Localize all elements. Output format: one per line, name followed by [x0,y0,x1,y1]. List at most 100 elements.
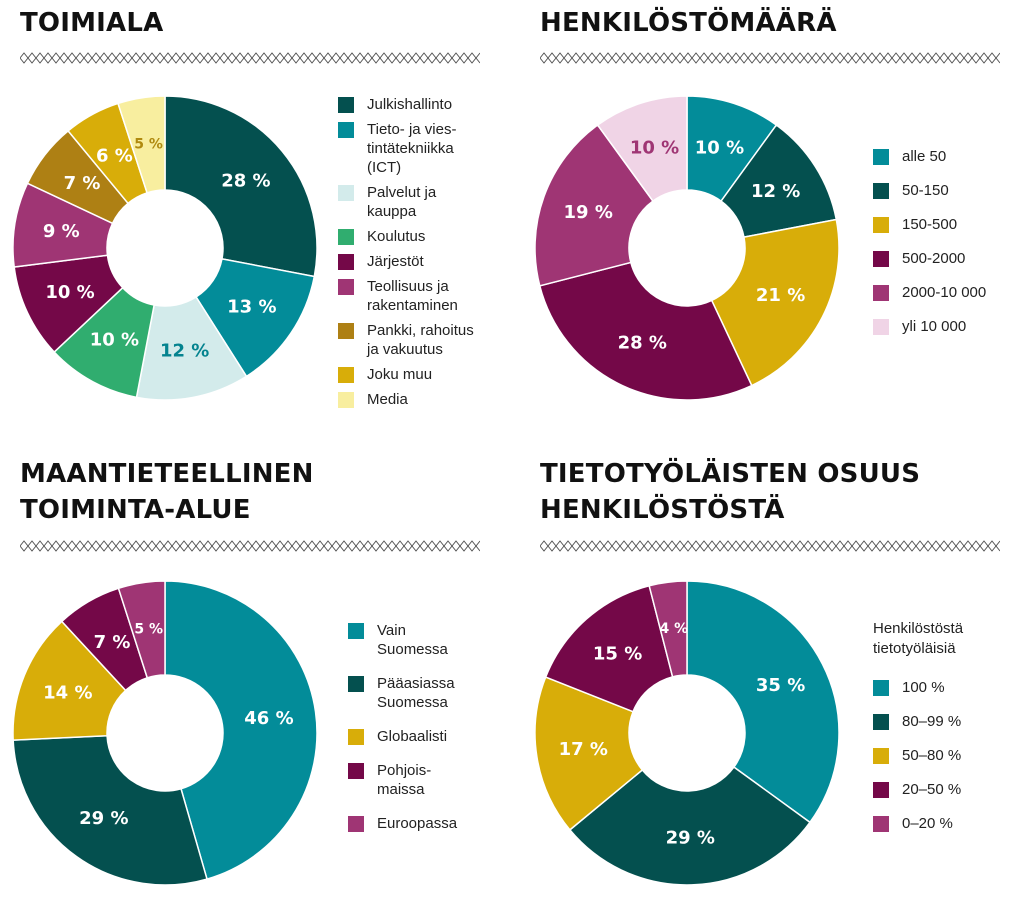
legend-swatch [873,680,889,696]
legend-item: 80–99 % [873,712,1013,731]
legend-swatch [338,254,354,270]
donut-slice [117,95,166,194]
zigzag-line [540,57,1000,64]
donut-slice [568,766,812,886]
legend-swatch [338,122,354,138]
chart-legend: Vain Suomessa Pääasiassa Suomessa Globaali… [348,621,498,848]
slice-value-label: 12 % [751,181,800,202]
legend-item: Joku muu [338,365,498,384]
legend-swatch [873,816,889,832]
slice-value-label: 10 % [90,330,139,351]
legend-swatch [348,623,364,639]
legend-item: Media [338,390,498,409]
legend-label: 2000-10 000 [902,284,987,301]
legend-item: Järjestöt [338,252,498,271]
legend-label: Globaalisti [377,728,448,745]
slice-value-label: 6 % [96,145,133,166]
legend-item: 2000-10 000 [873,283,1013,302]
legend-swatch [338,323,354,339]
legend-label: Palvelut ja kauppa [367,184,437,220]
donut-chart: 10 % 12 % 21 % 28 % 19 % 10 % [534,95,840,401]
legend-swatch [348,729,364,745]
legend-item: 50-150 [873,181,1013,200]
zigzag-line [540,540,1000,547]
slice-value-label: 7 % [64,173,101,194]
legend-item: 150-500 [873,215,1013,234]
legend-swatch [338,279,354,295]
zigzag-line [20,52,480,59]
legend-swatch [348,816,364,832]
legend-item: Vain Suomessa [348,621,498,659]
slice-value-label: 10 % [695,138,744,159]
chart-title: HENKILÖSTÖMÄÄRÄ [540,8,837,38]
legend-label: 80–99 % [902,713,962,730]
legend-label: Pankki, rahoitus ja vakuutus [367,322,474,358]
legend-swatch [873,251,889,267]
divider-decoration [20,540,480,552]
legend-swatch [873,217,889,233]
donut-slice [538,261,753,401]
chart-legend: Julkishallinto Tieto- ja vies- tintätekni… [338,95,498,415]
donut-slice [164,95,318,278]
legend-label: 50–80 % [902,747,962,764]
legend-label: 150-500 [902,216,958,233]
donut-slice [534,676,644,831]
slice-value-label: 4 % [660,621,689,637]
legend-swatch [338,392,354,408]
legend-swatch [348,763,364,779]
divider-decoration [20,52,480,64]
legend-label: Tieto- ja vies- tintätekniikka (ICT) [367,121,457,176]
chart-title: MAANTIETEELLINEN TOIMINTA-ALUE [20,459,314,525]
chart-legend: 100 % 80–99 % 50–80 % 20–50 % 0–20 % [873,678,1013,848]
panel-tietotyolaiset: TIETOTYÖLÄISTEN OSUUS HENKILÖSTÖSTÄ 35 %… [507,456,1014,912]
slice-value-label: 15 % [593,644,642,665]
legend-label: 100 % [902,679,945,696]
legend-swatch [873,285,889,301]
donut-slice [12,620,127,741]
donut-slice [596,95,688,203]
chart-title: TIETOTYÖLÄISTEN OSUUS HENKILÖSTÖSTÄ [540,459,921,525]
slice-value-label: 17 % [559,739,608,760]
slice-value-label: 19 % [564,202,613,223]
slice-value-label: 21 % [756,285,805,306]
legend-label: Järjestöt [367,253,424,270]
slice-value-label: 14 % [43,683,92,704]
panel-toiminta-alue: MAANTIETEELLINEN TOIMINTA-ALUE 46 % 29 % 1… [0,456,507,912]
donut-chart: 46 % 29 % 14 % 7 %5 % [12,580,318,886]
donut-slice [720,123,838,239]
slice-value-label: 5 % [134,136,163,152]
donut-slice [195,257,316,378]
legend-title: Henkilöstöstä tietotyöläisiä [873,620,964,657]
legend-swatch [338,229,354,245]
legend-label: alle 50 [902,148,947,165]
legend-item: 50–80 % [873,746,1013,765]
legend-swatch [873,748,889,764]
zigzag-line [20,57,480,64]
legend-item: 0–20 % [873,814,1013,833]
donut-slice [544,584,674,713]
slice-value-label: 5 % [134,621,163,637]
legend-item: alle 50 [873,147,1013,166]
legend-item: yli 10 000 [873,317,1013,336]
zigzag-line [20,545,480,552]
legend-label: Teollisuus ja rakentaminen [367,278,458,314]
legend-swatch [873,149,889,165]
legend-swatch [338,185,354,201]
zigzag-line [540,545,1000,552]
legend-label: Julkishallinto [367,96,453,113]
legend-swatch [873,714,889,730]
zigzag-line [540,52,1000,59]
slice-value-label: 7 % [94,632,131,653]
legend-swatch [873,183,889,199]
legend-label: 0–20 % [902,815,953,832]
donut-slice [117,580,166,679]
chart-title: TOIMIALA [20,8,164,38]
legend-item: Euroopassa [348,814,498,833]
legend-label: 20–50 % [902,781,962,798]
legend-item: Pankki, rahoitus ja vakuutus [338,321,498,359]
legend-item: 20–50 % [873,780,1013,799]
donut-slice [164,580,318,881]
donut-slice [12,734,208,886]
legend-item: Koulutus [338,227,498,246]
legend-label: Media [367,391,408,408]
